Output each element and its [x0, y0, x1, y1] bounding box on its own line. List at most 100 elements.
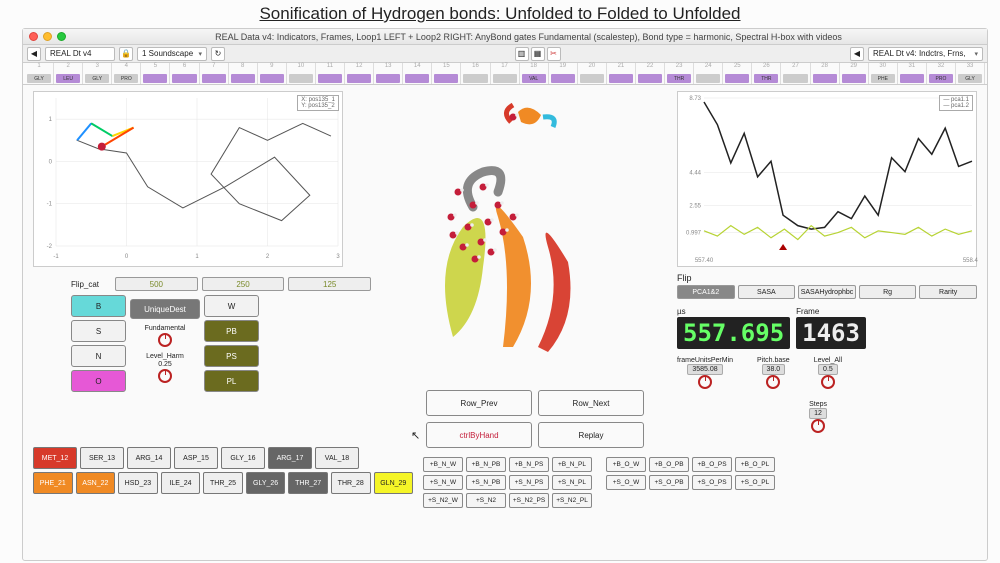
ctrlbyhand-button[interactable]: ctrlByHand: [426, 422, 532, 448]
levelharm-knob[interactable]: [158, 369, 172, 383]
lock-icon[interactable]: 🔒: [119, 47, 133, 61]
bond-button[interactable]: +S_N_PS: [509, 475, 549, 490]
param-knob[interactable]: [821, 375, 835, 389]
flip-tab[interactable]: SASAHydrophbc: [798, 285, 856, 299]
residue-button[interactable]: THR_25: [203, 472, 243, 494]
residue-button[interactable]: THR_27: [288, 472, 328, 494]
tool-icon-2[interactable]: ▦: [531, 47, 545, 61]
bond-button[interactable]: +S_N_W: [423, 475, 463, 490]
bond-button[interactable]: +B_N_W: [423, 457, 463, 472]
bond-button[interactable]: +B_N_PS: [509, 457, 549, 472]
residue-button[interactable]: ILE_24: [161, 472, 201, 494]
minimize-icon[interactable]: [43, 32, 52, 41]
residue-button[interactable]: MET_12: [33, 447, 77, 469]
timeline-cell[interactable]: 23THR: [665, 63, 694, 84]
timeline-cell[interactable]: 11: [316, 63, 345, 84]
protein-structure-view[interactable]: [363, 87, 653, 367]
bond-button[interactable]: +B_O_PS: [692, 457, 732, 472]
grid-button[interactable]: PB: [204, 320, 259, 342]
timeline-cell[interactable]: 8: [229, 63, 258, 84]
residue-button[interactable]: ARG_17: [268, 447, 312, 469]
bond-button[interactable]: +B_O_W: [606, 457, 646, 472]
bond-button[interactable]: +S_N2_PL: [552, 493, 592, 508]
bond-button[interactable]: +S_O_PL: [735, 475, 775, 490]
param-knob[interactable]: [698, 375, 712, 389]
grid-button[interactable]: PS: [204, 345, 259, 367]
timeline-cell[interactable]: 29: [840, 63, 869, 84]
refresh-icon[interactable]: ↻: [211, 47, 225, 61]
bond-button[interactable]: +S_N2: [466, 493, 506, 508]
bond-button[interactable]: +S_O_PB: [649, 475, 689, 490]
timeline-cell[interactable]: 13: [374, 63, 403, 84]
residue-button[interactable]: GLN_29: [374, 472, 414, 494]
timeline-cell[interactable]: 17: [491, 63, 520, 84]
timeline-cell[interactable]: 7: [200, 63, 229, 84]
bond-button[interactable]: +S_N2_W: [423, 493, 463, 508]
timeseries-chart[interactable]: 0.9972.554.448.73557.40558.40 — pca1.1 —…: [677, 91, 977, 267]
flipcat-button[interactable]: 250: [202, 277, 285, 291]
timeline-cell[interactable]: 19: [549, 63, 578, 84]
bond-button[interactable]: +S_O_W: [606, 475, 646, 490]
timeline-cell[interactable]: 21: [607, 63, 636, 84]
timeline-cell[interactable]: 12: [345, 63, 374, 84]
residue-button[interactable]: SER_13: [80, 447, 124, 469]
row-next-button[interactable]: Row_Next: [538, 390, 644, 416]
bond-button[interactable]: +B_O_PB: [649, 457, 689, 472]
timeline-cell[interactable]: 31: [898, 63, 927, 84]
timeline-cell[interactable]: 10: [287, 63, 316, 84]
timeline-cell[interactable]: 33GLY: [956, 63, 985, 84]
residue-button[interactable]: GLY_26: [246, 472, 286, 494]
nav-back-button[interactable]: ◀: [27, 47, 41, 61]
residue-button[interactable]: ASN_22: [76, 472, 116, 494]
uniquedest-button[interactable]: UniqueDest: [130, 299, 200, 319]
grid-button[interactable]: W: [204, 295, 259, 317]
timeline-cell[interactable]: 32PRO: [927, 63, 956, 84]
right-dropdown[interactable]: REAL Dt v4: Indctrs, Frns,▾: [868, 47, 983, 61]
bond-button[interactable]: +B_N_PB: [466, 457, 506, 472]
window-controls[interactable]: [29, 32, 66, 41]
timeline-cell[interactable]: 3GLY: [83, 63, 112, 84]
timeline-cell[interactable]: 27: [781, 63, 810, 84]
residue-button[interactable]: ARG_14: [127, 447, 171, 469]
grid-button[interactable]: PL: [204, 370, 259, 392]
timeline-cell[interactable]: 2LEU: [54, 63, 83, 84]
soundscape-dropdown[interactable]: 1 Soundscape▾: [137, 47, 207, 61]
tool-icon-1[interactable]: ▥: [515, 47, 529, 61]
bond-button[interactable]: +S_N_PL: [552, 475, 592, 490]
param-knob[interactable]: [766, 375, 780, 389]
residue-button[interactable]: HSD_23: [118, 472, 158, 494]
flip-tab[interactable]: PCA1&2: [677, 285, 735, 299]
timeline-cell[interactable]: 22: [636, 63, 665, 84]
timeline-cell[interactable]: 16: [461, 63, 490, 84]
residue-button[interactable]: VAL_18: [315, 447, 359, 469]
flipcat-button[interactable]: 500: [115, 277, 198, 291]
flip-tab[interactable]: Rg: [859, 285, 917, 299]
flip-tab[interactable]: SASA: [738, 285, 796, 299]
timeline-cell[interactable]: 30PHE: [869, 63, 898, 84]
fundamental-knob[interactable]: [158, 333, 172, 347]
bond-button[interactable]: +S_O_PS: [692, 475, 732, 490]
timeline-cell[interactable]: 25: [723, 63, 752, 84]
grid-button[interactable]: O: [71, 370, 126, 392]
dataset-dropdown[interactable]: REAL Dt v4: [45, 47, 115, 61]
close-icon[interactable]: [29, 32, 38, 41]
flipcat-button[interactable]: 125: [288, 277, 371, 291]
timeline-cell[interactable]: 1GLY: [25, 63, 54, 84]
timeline-cell[interactable]: 15: [432, 63, 461, 84]
timeline-cell[interactable]: 6: [170, 63, 199, 84]
tool-cut-icon[interactable]: ✂: [547, 47, 561, 61]
bond-button[interactable]: +B_O_PL: [735, 457, 775, 472]
flip-tab[interactable]: Rarity: [919, 285, 977, 299]
row-prev-button[interactable]: Row_Prev: [426, 390, 532, 416]
timeline-cell[interactable]: 24: [694, 63, 723, 84]
replay-button[interactable]: Replay: [538, 422, 644, 448]
trajectory-chart[interactable]: -10123-2-101 X: pos135_1 Y: pos135_2: [33, 91, 343, 267]
nav-back2-button[interactable]: ◀: [850, 47, 864, 61]
timeline-cell[interactable]: 28: [811, 63, 840, 84]
residue-button[interactable]: THR_28: [331, 472, 371, 494]
timeline-cell[interactable]: 5: [141, 63, 170, 84]
timeline-cell[interactable]: 14: [403, 63, 432, 84]
bond-button[interactable]: +B_N_PL: [552, 457, 592, 472]
timeline-cell[interactable]: 20: [578, 63, 607, 84]
steps-knob[interactable]: [811, 419, 825, 433]
